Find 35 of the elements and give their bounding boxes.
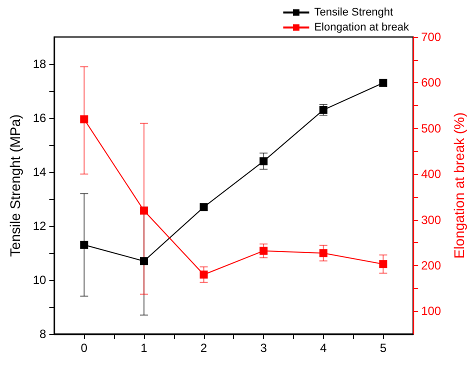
y2-axis-title: Elongation at break (%) (451, 112, 467, 259)
y2-tick-label: 600 (421, 76, 442, 90)
y-tick-label: 16 (32, 111, 47, 125)
x-tick-label: 2 (200, 341, 208, 355)
x-tick-label: 1 (140, 341, 148, 355)
y2-tick-label: 400 (421, 167, 442, 182)
y-tick-label: 10 (32, 273, 47, 287)
y2-tick-label: 700 (421, 30, 442, 44)
point (319, 106, 328, 114)
point (80, 115, 88, 124)
y-tick-label: 12 (32, 219, 47, 233)
y2-tick-label: 300 (421, 212, 442, 227)
y2-tick-label: 100 (421, 304, 442, 318)
point (379, 260, 388, 268)
x-tick-label: 3 (260, 341, 268, 355)
y2-tick-label: 500 (421, 121, 442, 136)
point (379, 78, 388, 87)
point (319, 249, 328, 258)
x-tick-label: 0 (80, 341, 88, 355)
y-tick-label: 18 (32, 57, 47, 71)
point (260, 157, 268, 166)
x-tick-label: 5 (380, 341, 387, 355)
y2-tick-label: 200 (421, 258, 442, 272)
y-axis-title: Tensile Strenght (MPa) (7, 114, 23, 257)
x-tick-label: 4 (320, 341, 328, 355)
y-tick-label: 14 (32, 165, 47, 179)
point (260, 246, 268, 255)
point (200, 203, 208, 212)
legend-label: Elongation at break (314, 22, 410, 34)
y-tick-label: 8 (40, 327, 47, 341)
point (140, 257, 148, 266)
point (140, 206, 148, 215)
legend-label: Tensile Strenght (314, 6, 394, 18)
point (200, 270, 208, 279)
point (80, 240, 88, 249)
